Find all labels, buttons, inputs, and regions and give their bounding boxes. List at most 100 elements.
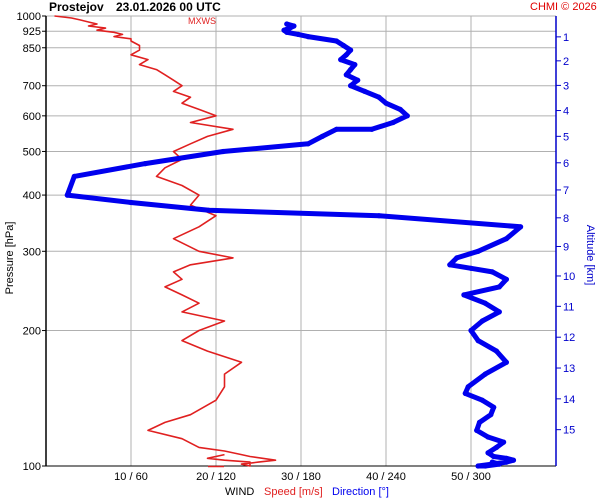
altitude-axis-label: Altitude [km] xyxy=(584,225,596,286)
direction-point xyxy=(475,248,481,254)
direction-point xyxy=(319,133,325,139)
chart-credit: CHMI © 2026 xyxy=(530,1,597,13)
speed-series-line xyxy=(54,15,277,467)
direction-point xyxy=(397,106,403,112)
direction-point xyxy=(220,148,226,155)
direction-point xyxy=(206,207,212,213)
direction-point xyxy=(128,199,134,206)
direction-point xyxy=(343,52,349,58)
direction-point xyxy=(343,72,349,78)
wind-tick-label: 40 / 240 xyxy=(366,471,406,483)
direction-point xyxy=(493,444,500,450)
direction-point xyxy=(348,47,354,53)
direction-point xyxy=(503,236,509,242)
grid-lines xyxy=(46,15,556,467)
direction-point xyxy=(491,404,497,410)
direction-point xyxy=(333,38,339,44)
altitude-tick-label: 8 xyxy=(563,213,569,225)
altitude-tick-label: 14 xyxy=(563,394,575,406)
altitude-tick-label: 4 xyxy=(563,106,569,118)
direction-point xyxy=(383,100,389,106)
direction-point xyxy=(352,62,358,68)
direction-point xyxy=(501,439,507,445)
direction-point xyxy=(476,419,483,425)
direction-point xyxy=(454,255,460,261)
direction-point xyxy=(376,213,382,219)
direction-point xyxy=(390,119,396,126)
direction-point xyxy=(503,276,509,282)
direction-point xyxy=(491,453,497,460)
direction-point xyxy=(284,29,290,35)
wind-tick-label: 20 / 120 xyxy=(196,471,236,483)
altitude-tick-label: 11 xyxy=(563,301,574,313)
direction-point xyxy=(376,94,382,100)
direction-point xyxy=(482,371,488,377)
altitude-tick-label: 15 xyxy=(563,425,575,437)
direction-point xyxy=(355,77,361,83)
direction-point xyxy=(488,412,494,418)
direction-point xyxy=(287,25,293,31)
direction-point xyxy=(518,224,524,230)
direction-point xyxy=(510,457,517,463)
pressure-tick-label: 1000 xyxy=(17,11,41,23)
direction-point xyxy=(291,23,297,29)
altitude-tick-label: 2 xyxy=(563,56,569,68)
direction-point xyxy=(496,309,502,315)
altitude-tick-label: 7 xyxy=(563,185,569,197)
direction-point xyxy=(479,397,485,403)
pressure-tick-label: 100 xyxy=(23,461,41,473)
chart-station: Prostejov xyxy=(49,0,104,14)
altitude-tick-label: 13 xyxy=(563,363,575,375)
direction-point xyxy=(295,31,301,37)
direction-point xyxy=(482,463,488,469)
altitude-tick-label: 5 xyxy=(563,131,569,143)
direction-point xyxy=(479,318,485,324)
direction-point xyxy=(503,459,509,465)
altitude-tick-label: 6 xyxy=(563,158,569,170)
series xyxy=(54,15,524,469)
direction-point xyxy=(489,459,495,465)
wind-tick-label: 30 / 180 xyxy=(281,471,321,483)
direction-point xyxy=(485,450,491,456)
direction-point xyxy=(475,463,481,469)
altitude-tick-label: 1 xyxy=(563,32,569,44)
altitude-tick-label: 12 xyxy=(563,332,575,344)
direction-point xyxy=(142,161,148,167)
x-axis-title: WIND xyxy=(225,486,254,498)
direction-point xyxy=(474,427,480,433)
pressure-tick-label: 850 xyxy=(23,43,41,55)
direction-point xyxy=(485,434,491,440)
x-axis-speed-label: Speed [m/s] xyxy=(264,486,323,498)
direction-point xyxy=(64,192,70,198)
chart-datetime: 23.01.2026 00 UTC xyxy=(116,0,221,14)
direction-point xyxy=(447,262,453,268)
direction-point xyxy=(496,461,502,467)
pressure-tick-label: 500 xyxy=(23,146,41,158)
direction-point xyxy=(482,300,488,306)
direction-point xyxy=(468,265,474,271)
direction-point xyxy=(404,113,410,119)
pressure-tick-label: 200 xyxy=(23,326,41,338)
mxws-label: MXWS xyxy=(188,16,216,26)
pressure-tick-label: 300 xyxy=(23,246,41,258)
pressure-tick-label: 700 xyxy=(23,81,41,93)
direction-point xyxy=(305,34,311,40)
direction-point xyxy=(362,88,368,94)
direction-point xyxy=(338,57,344,63)
direction-point xyxy=(462,390,468,396)
direction-point xyxy=(493,348,500,354)
direction-point xyxy=(461,292,467,298)
pressure-axis-label: Pressure [hPa] xyxy=(4,222,16,295)
direction-point xyxy=(475,338,481,344)
direction-point xyxy=(503,359,509,365)
direction-point xyxy=(340,42,347,49)
pressure-tick-label: 400 xyxy=(23,190,41,202)
direction-point xyxy=(496,284,502,290)
direction-point xyxy=(333,126,339,132)
direction-point xyxy=(348,67,354,73)
direction-point xyxy=(369,126,375,132)
direction-point xyxy=(71,173,77,179)
altitude-tick-label: 3 xyxy=(563,80,569,92)
